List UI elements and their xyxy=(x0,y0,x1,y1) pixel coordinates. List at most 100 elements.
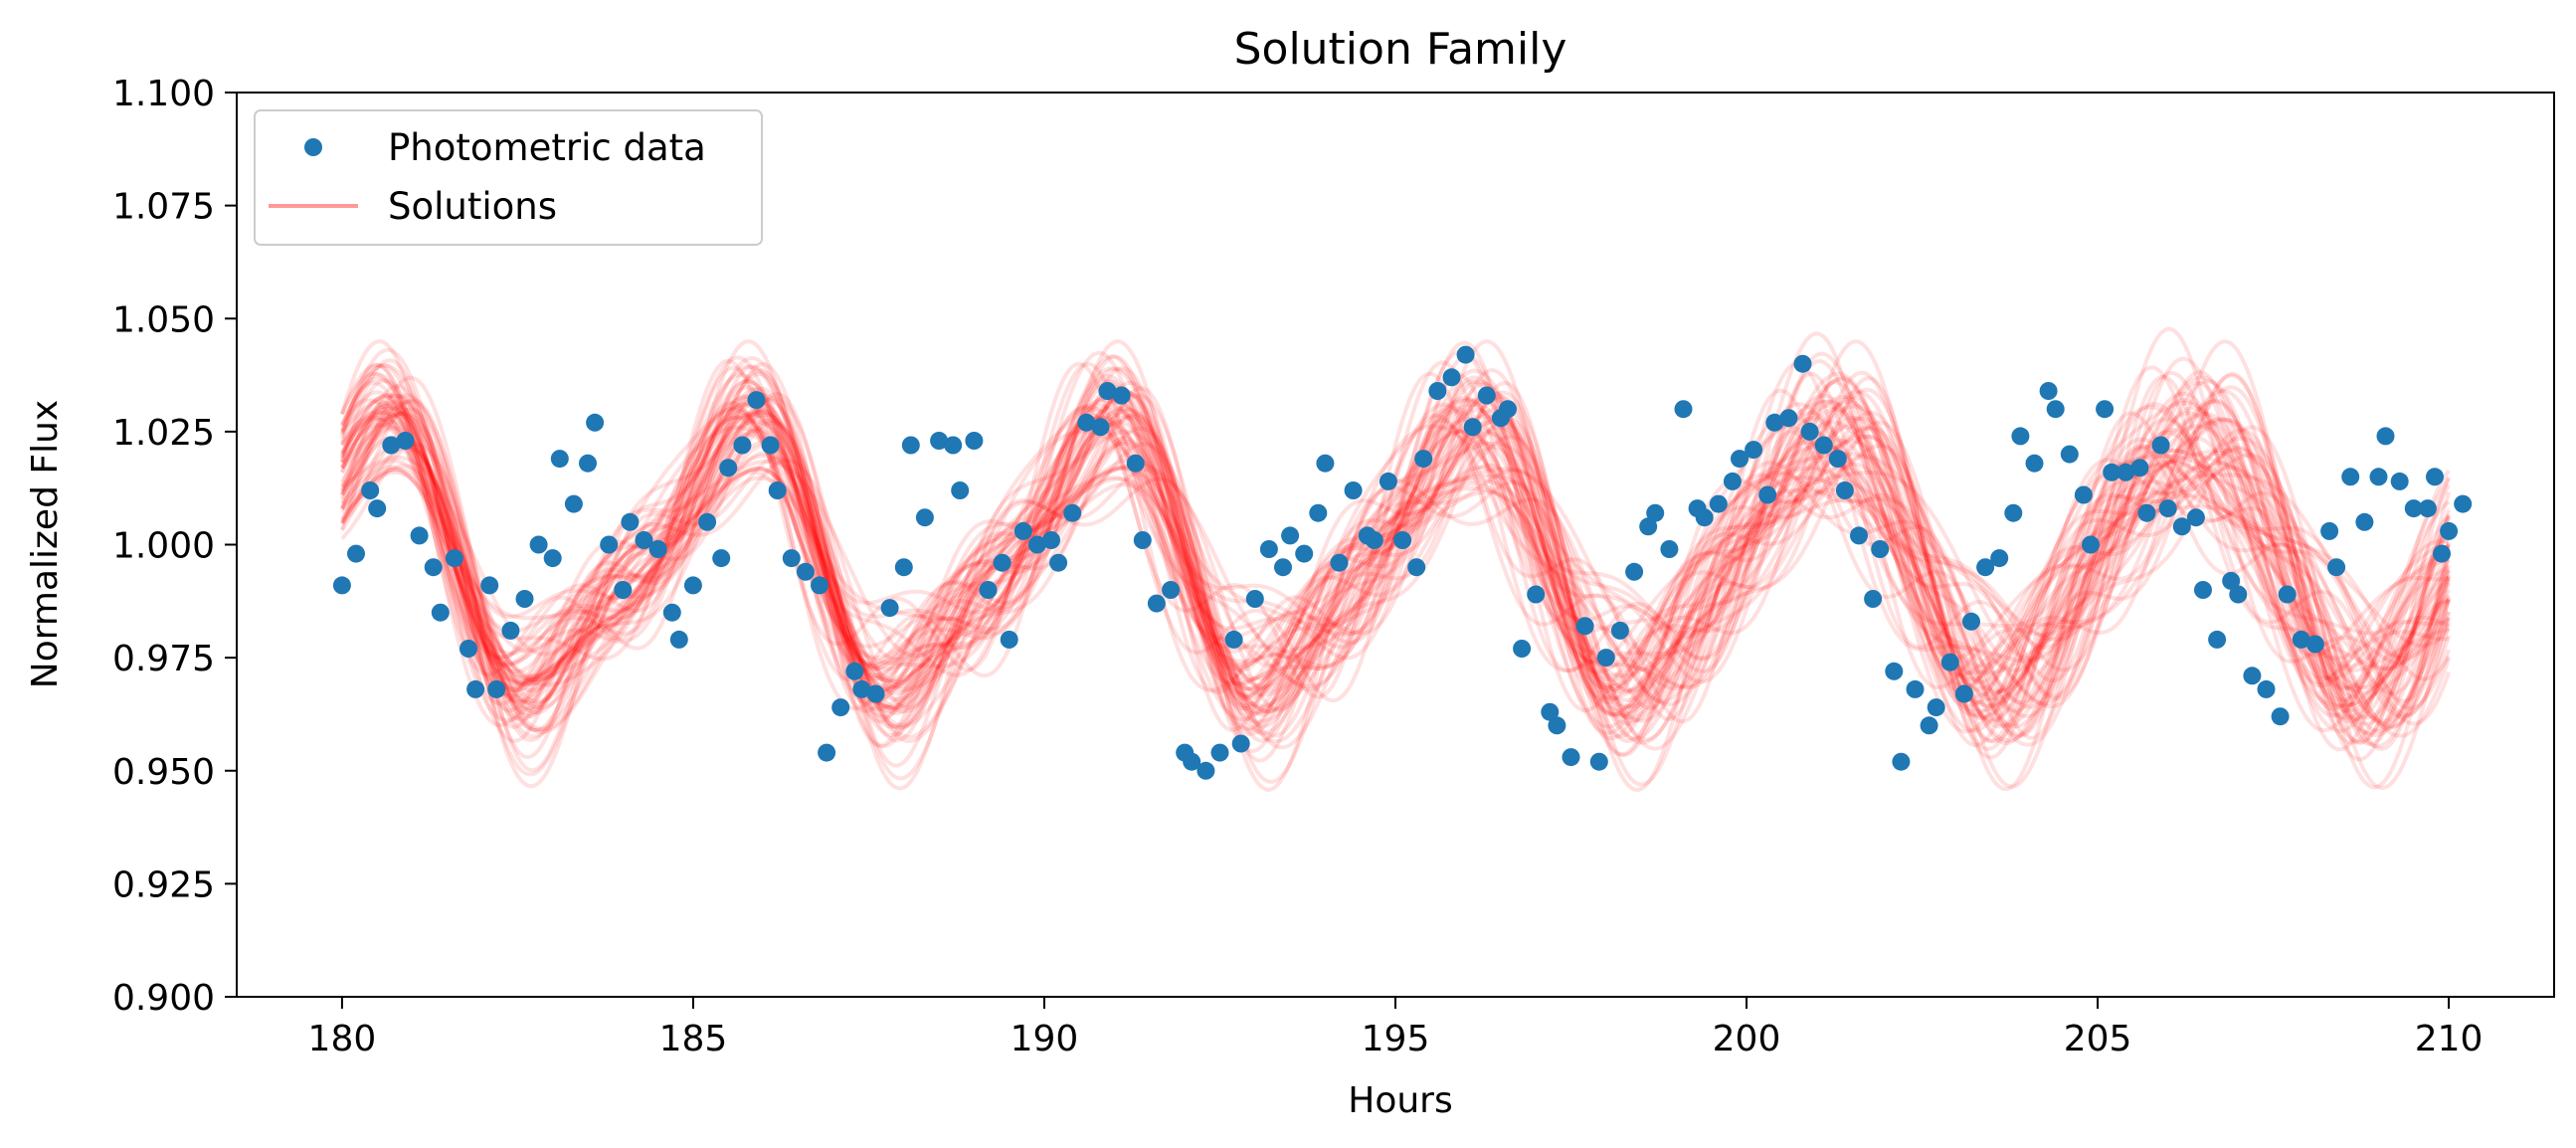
data-point xyxy=(579,454,597,473)
solution-line xyxy=(340,391,2451,673)
y-tick-label: 0.900 xyxy=(112,978,215,1019)
chart-title: Solution Family xyxy=(1234,24,1567,75)
data-point xyxy=(2426,468,2444,486)
legend: Photometric data Solutions xyxy=(254,109,763,246)
data-point xyxy=(719,459,738,478)
y-tick-label: 1.000 xyxy=(112,526,215,567)
data-point xyxy=(1112,386,1131,405)
data-point xyxy=(1541,702,1560,721)
data-point xyxy=(1477,386,1496,405)
solution-line xyxy=(340,393,2451,718)
data-point xyxy=(2046,400,2065,419)
legend-label-photometric: Photometric data xyxy=(388,126,706,169)
data-point xyxy=(1976,558,1995,577)
solution-line xyxy=(340,406,2451,734)
data-point xyxy=(1379,472,1397,490)
data-point xyxy=(782,549,801,568)
data-point xyxy=(1295,544,1314,563)
data-point xyxy=(698,512,717,531)
data-point xyxy=(1098,382,1117,400)
data-point xyxy=(1793,354,1812,373)
legend-label-solutions: Solutions xyxy=(388,185,557,228)
data-points xyxy=(332,345,2473,780)
data-point xyxy=(2186,508,2205,527)
data-point xyxy=(733,436,752,455)
data-point xyxy=(1330,553,1349,572)
data-point xyxy=(1042,531,1060,549)
y-tick-label: 1.100 xyxy=(112,74,215,114)
solution-line xyxy=(340,411,2452,791)
data-point xyxy=(396,432,415,450)
y-tick-label: 0.950 xyxy=(112,752,215,793)
x-tick-label: 205 xyxy=(2064,1019,2132,1059)
solution-line xyxy=(340,415,2451,723)
data-point xyxy=(1000,630,1018,649)
data-point xyxy=(2172,517,2191,536)
data-point xyxy=(2257,679,2276,698)
data-point xyxy=(2103,463,2121,481)
data-point xyxy=(2208,630,2227,649)
data-point xyxy=(818,743,836,762)
data-point xyxy=(445,549,463,568)
data-point xyxy=(2025,454,2044,473)
data-point xyxy=(2222,571,2241,590)
y-axis-ticks: 0.900 0.925 0.950 0.975 1.000 1.025 1.050 1.075… xyxy=(112,74,237,1019)
data-point xyxy=(1765,413,1784,432)
data-point xyxy=(747,391,766,410)
data-point xyxy=(1463,418,1482,437)
y-tick-label: 0.925 xyxy=(112,864,215,905)
data-point xyxy=(648,540,667,558)
y-tick-label: 0.975 xyxy=(112,639,215,679)
data-point xyxy=(1245,590,1264,608)
data-point xyxy=(2243,667,2262,685)
data-point xyxy=(1414,450,1433,469)
data-point xyxy=(951,481,970,499)
data-point xyxy=(529,535,548,554)
solution-line xyxy=(340,426,2451,751)
data-point xyxy=(2292,630,2310,649)
data-point xyxy=(2327,558,2346,577)
data-point xyxy=(1162,581,1181,599)
data-point xyxy=(894,558,913,577)
data-point xyxy=(901,436,920,455)
solution-line xyxy=(340,410,2451,699)
y-tick-label: 1.050 xyxy=(112,299,215,340)
data-point xyxy=(669,630,688,649)
solution-line xyxy=(340,465,2451,720)
solution-line xyxy=(340,371,2450,773)
data-point xyxy=(930,432,949,450)
data-point xyxy=(480,576,499,595)
data-point xyxy=(1927,698,1945,717)
solution-line xyxy=(340,405,2452,742)
solution-line xyxy=(339,339,2450,670)
solution-line xyxy=(340,384,2450,711)
data-point xyxy=(1063,503,1082,522)
data-point xyxy=(1274,558,1292,577)
solution-line xyxy=(340,461,2450,686)
data-point xyxy=(1990,549,2009,568)
data-point xyxy=(2278,585,2297,604)
data-point xyxy=(1723,472,1742,490)
solution-line xyxy=(339,378,2451,680)
data-point xyxy=(1745,441,1763,460)
legend-box xyxy=(254,109,763,246)
solution-line xyxy=(340,388,2451,712)
data-point xyxy=(2074,485,2093,504)
data-point xyxy=(662,603,681,622)
data-point xyxy=(1906,679,1925,698)
data-point xyxy=(2039,382,2058,400)
solution-line xyxy=(340,422,2451,724)
data-point xyxy=(368,499,387,518)
data-point xyxy=(550,450,569,469)
data-point xyxy=(2355,512,2374,531)
data-point xyxy=(1674,400,1693,419)
data-point xyxy=(2082,535,2100,554)
data-point xyxy=(965,432,984,450)
y-tick-label: 1.025 xyxy=(112,413,215,454)
x-tick-label: 210 xyxy=(2415,1019,2484,1059)
solution-line xyxy=(340,398,2451,733)
data-point xyxy=(586,413,605,432)
data-point xyxy=(1456,345,1475,364)
x-axis-label: Hours xyxy=(1348,1080,1452,1121)
data-point xyxy=(2229,585,2248,604)
